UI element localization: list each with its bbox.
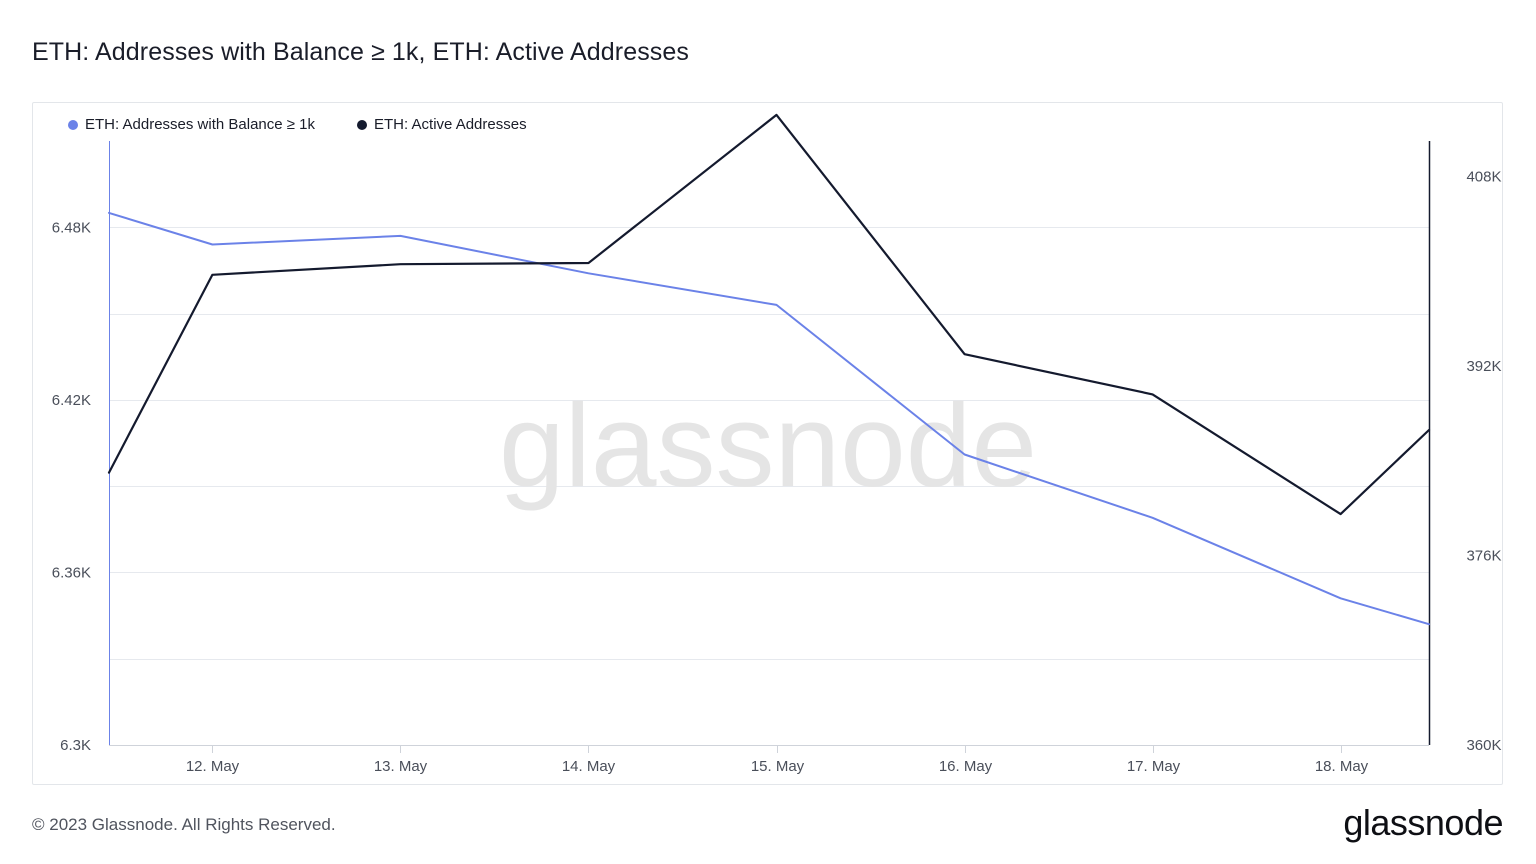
legend-dot-balance bbox=[68, 119, 78, 130]
x-tick-label: 16. May bbox=[939, 758, 993, 775]
y-right-tick-label: 376K bbox=[1466, 548, 1501, 565]
chart-legend: ETH: Addresses with Balance ≥ 1k ETH: Ac… bbox=[68, 116, 569, 133]
y-right-tick-label: 392K bbox=[1466, 358, 1501, 375]
legend-label-active: ETH: Active Addresses bbox=[374, 116, 527, 133]
watermark-text: glassnode bbox=[499, 380, 1037, 512]
legend-item-balance[interactable]: ETH: Addresses with Balance ≥ 1k bbox=[68, 116, 315, 133]
x-tick-label: 17. May bbox=[1127, 758, 1181, 775]
y-right-tick-label: 408K bbox=[1466, 169, 1501, 186]
y-left-tick-label: 6.42K bbox=[52, 392, 91, 409]
y-left-tick-label: 6.48K bbox=[52, 219, 91, 236]
series-layer bbox=[107, 113, 1431, 626]
glassnode-logo[interactable]: glassnode bbox=[1343, 802, 1503, 843]
x-tick-label: 13. May bbox=[374, 758, 428, 775]
y-left-tick-label: 6.3K bbox=[60, 737, 91, 754]
x-tick-label: 14. May bbox=[562, 758, 616, 775]
y-left-tick-label: 6.36K bbox=[52, 564, 91, 581]
y-right-tick-label: 360K bbox=[1466, 737, 1501, 754]
copyright-text: © 2023 Glassnode. All Rights Reserved. bbox=[32, 815, 336, 834]
legend-dot-active bbox=[357, 119, 368, 130]
x-tick-label: 12. May bbox=[186, 758, 240, 775]
axis-layer bbox=[109, 141, 1431, 746]
x-tick-label: 15. May bbox=[751, 758, 805, 775]
grid-layer bbox=[109, 227, 1429, 660]
tick-layer: 12. May 13. May 14. May 15. May 16. May 17. M… bbox=[52, 169, 1502, 775]
legend-item-active[interactable]: ETH: Active Addresses bbox=[357, 116, 527, 133]
chart-panel bbox=[32, 102, 1503, 785]
chart-title: ETH: Addresses with Balance ≥ 1k, ETH: A… bbox=[32, 38, 690, 66]
legend-label-balance: ETH: Addresses with Balance ≥ 1k bbox=[85, 116, 316, 133]
x-tick-label: 18. May bbox=[1315, 758, 1369, 775]
